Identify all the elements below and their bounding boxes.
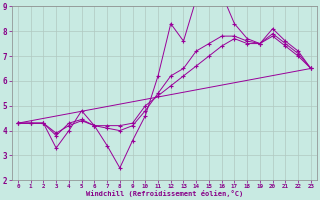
X-axis label: Windchill (Refroidissement éolien,°C): Windchill (Refroidissement éolien,°C) xyxy=(86,190,243,197)
